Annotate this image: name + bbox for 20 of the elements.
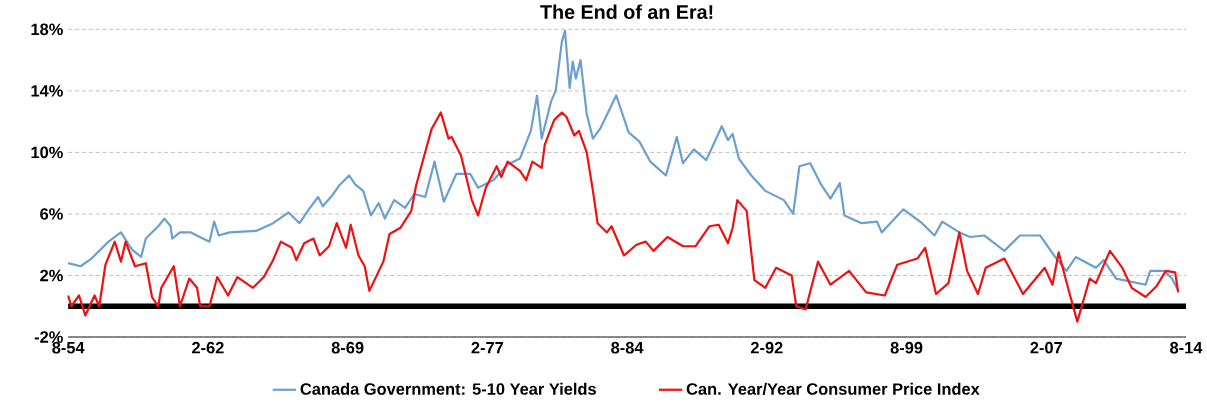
y-tick-label: 18% (31, 23, 63, 36)
x-tick-label: 8-14 (1170, 341, 1203, 354)
y-tick-label: -2% (34, 331, 63, 343)
x-tick-label: 8-99 (890, 341, 923, 354)
x-tick-label: 8-54 (52, 341, 85, 354)
line-series (67, 29, 1180, 292)
y-tick-label: 2% (40, 269, 63, 282)
x-tick-label: 8-69 (331, 341, 364, 354)
x-tick-label: 2-77 (471, 341, 504, 354)
legend-label: Canada Government: 5-10 Year Yields (300, 382, 596, 395)
x-tick-label: 2-07 (1030, 341, 1062, 354)
x-tick-label: 2-92 (750, 341, 783, 354)
x-tick-label: 2-62 (192, 341, 224, 354)
y-tick-label: 10% (31, 146, 63, 159)
chart-title: The End of an Era! (540, 4, 713, 20)
y-tick-label: 6% (40, 208, 63, 220)
legend-label: Can. Year/Year Consumer Price Index (686, 382, 980, 395)
line-series (67, 111, 1180, 323)
x-tick-label: 8-84 (611, 341, 644, 354)
y-tick-label: 14% (31, 85, 63, 97)
